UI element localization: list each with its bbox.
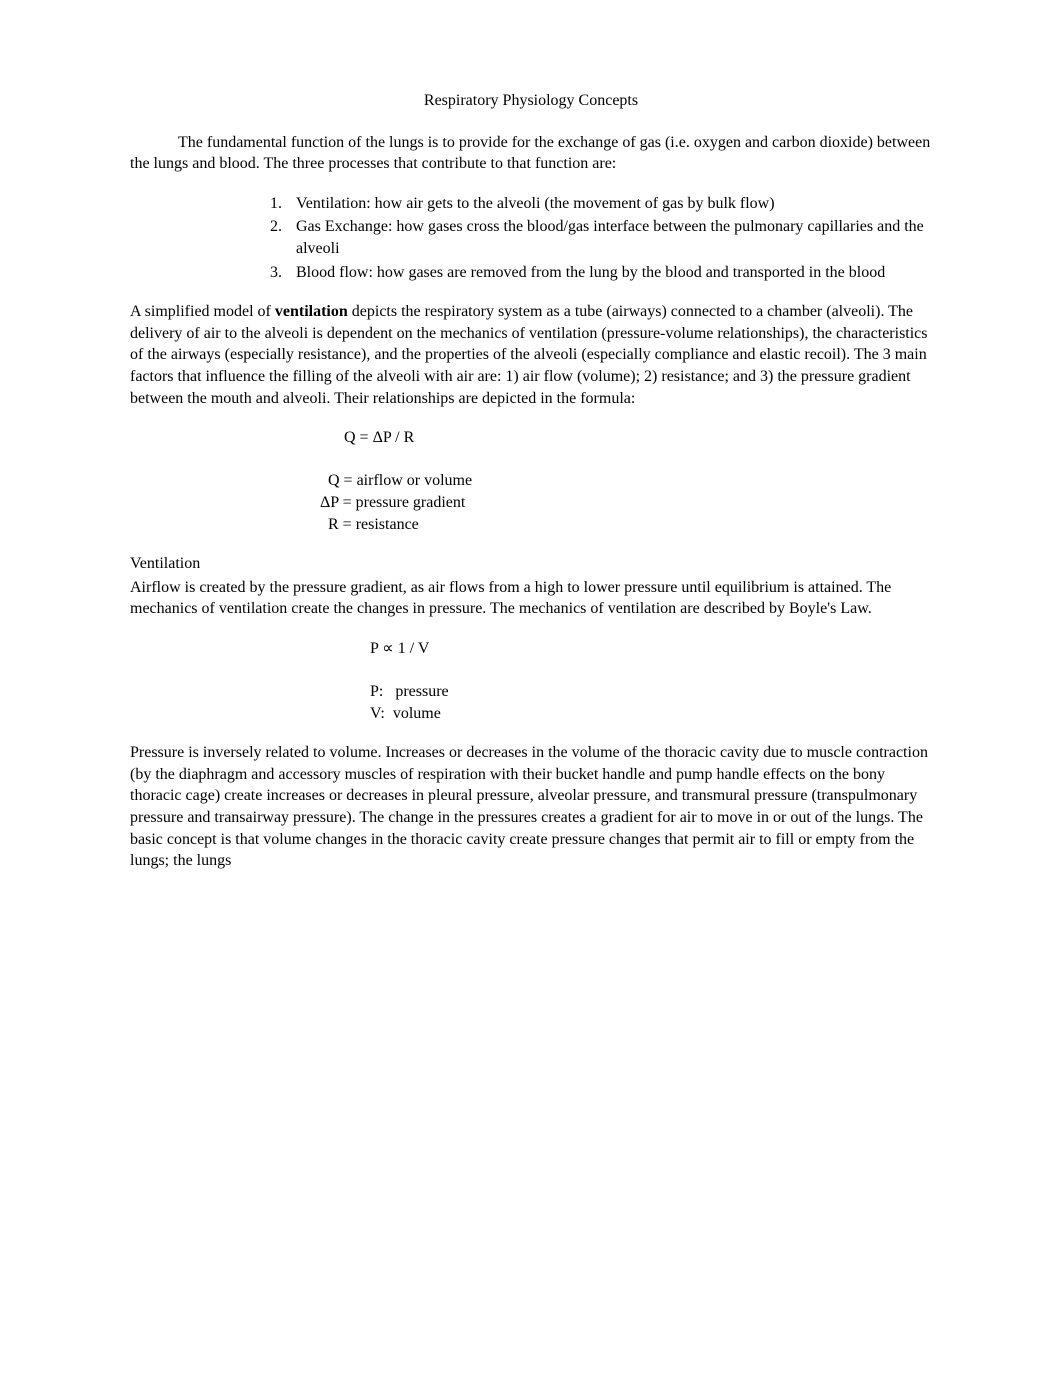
list-item: 3. Blood flow: how gases are removed fro… bbox=[270, 262, 932, 284]
ventilation-model-paragraph: A simplified model of ventilation depict… bbox=[130, 301, 932, 409]
pressure-paragraph: Pressure is inversely related to volume.… bbox=[130, 742, 932, 872]
text-run: A simplified model of bbox=[130, 303, 275, 320]
intro-paragraph: The fundamental function of the lungs is… bbox=[130, 132, 932, 175]
list-text: Gas Exchange: how gases cross the blood/… bbox=[296, 216, 932, 259]
list-item: 2. Gas Exchange: how gases cross the blo… bbox=[270, 216, 932, 259]
formula-definition: V: volume bbox=[370, 703, 932, 725]
formula-boyle-block: P ∝ 1 / V P: pressure V: volume bbox=[130, 638, 932, 724]
formula-definition: P: pressure bbox=[370, 681, 932, 703]
list-number: 2. bbox=[270, 216, 296, 259]
formula-definition: Q = airflow or volume bbox=[320, 470, 932, 492]
list-text: Blood flow: how gases are removed from t… bbox=[296, 262, 932, 284]
list-item: 1. Ventilation: how air gets to the alve… bbox=[270, 193, 932, 215]
list-text: Ventilation: how air gets to the alveoli… bbox=[296, 193, 932, 215]
formula-spacer bbox=[320, 449, 932, 471]
formula-definition: R = resistance bbox=[320, 514, 932, 536]
process-list: 1. Ventilation: how air gets to the alve… bbox=[130, 193, 932, 283]
ventilation-paragraph: Airflow is created by the pressure gradi… bbox=[130, 577, 932, 620]
formula-definition: ΔP = pressure gradient bbox=[320, 492, 932, 514]
page: Respiratory Physiology Concepts The fund… bbox=[0, 0, 1062, 1377]
list-number: 3. bbox=[270, 262, 296, 284]
formula-spacer bbox=[370, 659, 932, 681]
page-title: Respiratory Physiology Concepts bbox=[130, 90, 932, 112]
section-heading-ventilation: Ventilation bbox=[130, 553, 932, 575]
formula-equation: P ∝ 1 / V bbox=[370, 638, 932, 660]
formula-equation: Q = ΔP / R bbox=[320, 427, 932, 449]
bold-term: ventilation bbox=[275, 303, 348, 320]
list-number: 1. bbox=[270, 193, 296, 215]
formula-q-block: Q = ΔP / R Q = airflow or volume ΔP = pr… bbox=[130, 427, 932, 535]
